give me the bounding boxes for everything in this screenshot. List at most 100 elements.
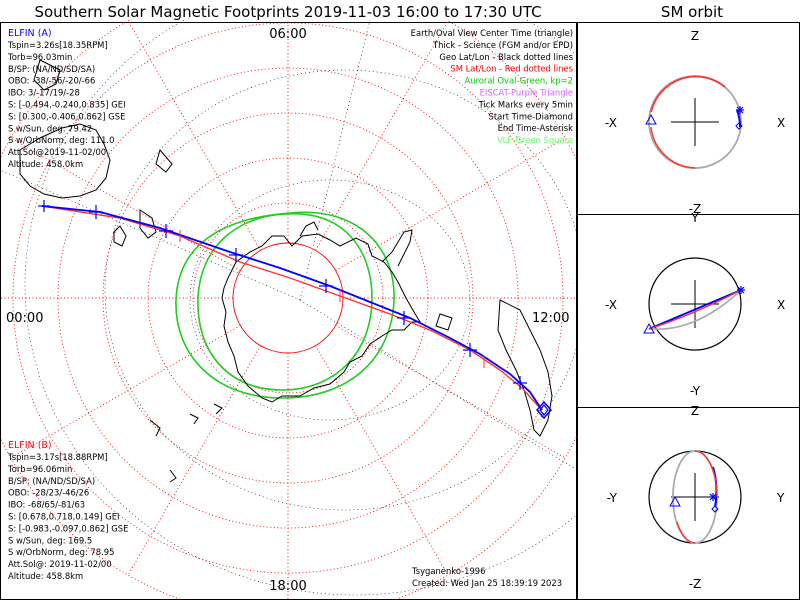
start-diamond-icon [711, 505, 719, 513]
start-diamond-icon [735, 122, 743, 130]
satellite-info-line: B/SP: (NA/ND/SD/SA) [8, 64, 95, 74]
axis-label-left: -X [605, 116, 617, 130]
hour-label-top: 06:00 [269, 27, 306, 42]
satellite-name: ELFIN (B) [8, 440, 52, 451]
satellite-info-line: Tspin=3.17s[18.88RPM] [7, 452, 108, 462]
antarctic-peninsula [381, 229, 413, 267]
legend-item: EISCAT-Purple Triangle [480, 88, 573, 98]
axis-label-top: Y [690, 211, 699, 225]
sm-grid [0, 20, 577, 600]
end-asterisk-icon [709, 493, 717, 501]
axis-label-left: -Y [607, 491, 618, 505]
antarctica-coast [221, 233, 421, 403]
orbit-title: SM orbit [661, 3, 723, 21]
model-label: Tsyganenko-1996 [411, 566, 485, 576]
legend-item: Thick - Science (FGM and/or EPD) [432, 40, 573, 50]
axis-label-right: Y [776, 491, 785, 505]
track-tick-marks [89, 205, 527, 390]
orbit-elfin-b [694, 450, 718, 498]
island-coast [169, 469, 177, 483]
sm-pole-circle [232, 242, 344, 354]
orbit-path [650, 291, 740, 330]
sm-lat-circle [12, 22, 564, 574]
sm-orbit-panels: Z -Z -X X Y -Y -X X Z -Z -Y Y [577, 22, 800, 600]
sm-meridian [10, 137, 241, 271]
axis-label-right: X [777, 298, 785, 312]
elfin-a-info: ELFIN (A)Tspin=3.26s[18.35RPM] Torb=96.03… [7, 28, 126, 169]
polar-map: 06:00 00:00 12:00 18:00 [0, 20, 577, 600]
legend-item: SM Lat/Lon - Red dotted lines [450, 64, 573, 74]
ice-shelf-edge [299, 221, 319, 237]
satellite-info-line: S w/Sun, deg: 79.42 [8, 123, 92, 133]
orbit-elfin-b [676, 521, 696, 544]
hour-label-left: 00:00 [6, 311, 43, 326]
legend-item: VLF-Green Square [497, 135, 573, 145]
australia-coast [19, 123, 111, 199]
satellite-info-line: S: [0.300,-0.406,0.862] GSE [8, 111, 125, 121]
satellite-info-line: OBO: -28/23/-46/26 [8, 488, 89, 498]
view-center-triangle-icon [669, 495, 681, 507]
figure-title: Southern Solar Magnetic Footprints 2019-… [34, 3, 541, 21]
sm-meridian [10, 325, 241, 459]
island-coast [189, 413, 199, 425]
axis-label-top: Z [691, 29, 699, 43]
sm-meridian [127, 20, 261, 251]
created-label: Created: Wed Jan 25 18:39:19 2023 [412, 578, 562, 588]
satellite-info-line: S w/OrbNorm, deg: 111.0 [8, 135, 114, 145]
island-coast [155, 148, 173, 173]
sm-meridian [315, 345, 449, 576]
legend-item: Auroral Oval-Green, kp=2 [464, 76, 573, 86]
axis-label-top: Z [691, 404, 699, 418]
satellite-info-line: S w/Sun, deg: 169.5 [8, 535, 92, 545]
satellite-info-line: IBO: -68/65/-81/63 [8, 500, 85, 510]
axis-label-bottom: -Y [690, 384, 701, 398]
axis-label-right: X [777, 116, 785, 130]
auroral-oval [175, 211, 395, 399]
start-diamond-icon [536, 400, 552, 420]
legend-item: End Time-Asterisk [498, 123, 574, 133]
satellite-info-line: Tspin=3.26s[18.35RPM] [7, 40, 108, 50]
satellite-info-line: Att.Sol@2019-11-02/00 [8, 147, 106, 157]
sm-lat-circle [192, 202, 384, 394]
satellite-info-line: Att.Sol@: 2019-11-02/00 [8, 559, 112, 569]
hour-label-right: 12:00 [532, 311, 569, 326]
view-center-triangle-icon [643, 322, 655, 334]
earth-circle [648, 257, 742, 351]
hour-label-bottom: 18:00 [269, 579, 306, 594]
geo-meridian [299, 20, 371, 301]
sm-meridian [335, 137, 566, 271]
legend-item: Geo Lat/Lon - Black dotted lines [439, 52, 573, 62]
legend: Earth/Oval View Center Time (triangle) Th… [411, 28, 573, 145]
coastlines [19, 59, 553, 483]
sm-meridian [315, 20, 449, 251]
sm-meridian [335, 325, 566, 459]
end-asterisk-icon [38, 200, 50, 212]
south-america-coast [497, 299, 553, 437]
geo-grid [0, 20, 577, 596]
auroral-oval-outer [175, 211, 395, 399]
satellite-info-line: Altitude: 458.8km [8, 571, 83, 581]
island-coast [113, 225, 127, 247]
elfin-b-track [41, 205, 541, 409]
axis-label-bottom: -Z [689, 577, 702, 591]
orbit-elfin-b [650, 126, 696, 169]
axis-label-bottom: -Z [689, 202, 702, 216]
end-asterisk-icon [737, 286, 745, 294]
axis-label-left: -X [605, 298, 617, 312]
satellite-info-line: S: [-0.983,-0.097,0.862] GSE [8, 523, 128, 533]
geo-lat-circle [24, 20, 577, 596]
start-diamond-icon [539, 404, 549, 416]
sm-meridian [127, 345, 261, 576]
satellite-info-line: IBO: 3/-17/19/-28 [8, 88, 80, 98]
track-b-tick-marks [179, 230, 485, 368]
satellite-info-line: B/SP: (NA/ND/SD/SA) [8, 476, 95, 486]
legend-item: Start Time-Diamond [489, 111, 573, 121]
view-center-triangle-icon [645, 113, 657, 125]
island-coast [149, 419, 161, 437]
elfin-a-track [41, 205, 543, 411]
satellite-info-line: S w/OrbNorm, deg: 78.95 [8, 547, 114, 557]
island-coast [435, 313, 453, 331]
satellite-info-line: S: [0.678,0.718,0.149] GEI [8, 512, 120, 522]
island-coast [33, 59, 61, 91]
